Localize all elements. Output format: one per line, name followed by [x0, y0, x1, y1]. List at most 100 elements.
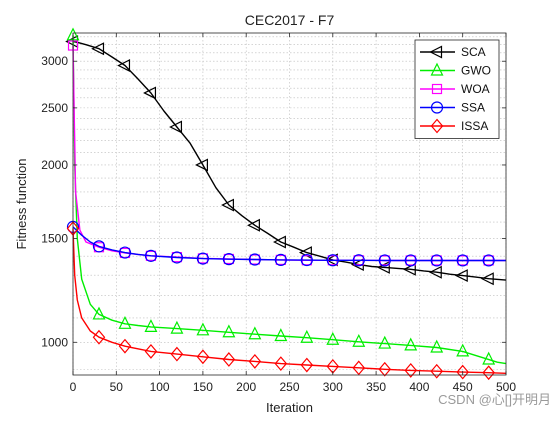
- x-tick-labels: 0 50 100 150 200 250 300 350 400 450 500: [70, 380, 517, 394]
- series-issa-line: [72, 228, 507, 374]
- x-tick-label: 500: [496, 380, 516, 394]
- series-gwo-line: [72, 35, 507, 365]
- series-gwo-marker: [430, 339, 444, 353]
- series-ssa-marker: [300, 253, 313, 267]
- series-ssa-marker: [248, 253, 261, 266]
- series-sca-marker: [221, 198, 234, 212]
- series-ssa-marker: [222, 253, 235, 266]
- legend-sca-marker: [429, 45, 443, 59]
- y-axis-label: Fitness function: [14, 158, 29, 249]
- series-gwo-marker: [404, 337, 418, 351]
- series-ssa-marker: [352, 254, 365, 267]
- series-sca-marker: [117, 59, 131, 73]
- x-tick-label: 100: [150, 380, 170, 394]
- series-sca-marker: [272, 235, 286, 249]
- series-sca-marker: [454, 269, 468, 283]
- series-sca-marker: [195, 158, 208, 172]
- x-tick-label: 400: [409, 380, 429, 394]
- series-issa-marker: [352, 360, 366, 376]
- chart-title: CEC2017 - F7: [245, 12, 335, 28]
- series-ssa-marker: [144, 249, 158, 262]
- series-issa-marker: [456, 364, 469, 380]
- legend-issa-marker: [430, 118, 444, 134]
- series-issa-marker: [378, 361, 392, 377]
- series-sca-marker: [143, 86, 157, 100]
- series-ssa-line: [72, 226, 506, 262]
- series-gwo-marker: [352, 333, 366, 347]
- y-tick-labels: 1000 1500 2000 2500 3000: [41, 54, 68, 349]
- y-tick-label: 1500: [41, 232, 68, 246]
- series-gwo-marker: [482, 351, 496, 365]
- tick-marks: [72, 33, 507, 375]
- series-ssa-marker: [482, 254, 495, 267]
- y-tick-label: 2000: [41, 158, 68, 172]
- series-ssa-marker: [118, 246, 132, 259]
- series-ssa-marker: [196, 252, 209, 265]
- series-ssa-marker: [170, 251, 184, 264]
- series-issa-marker: [300, 357, 314, 373]
- series-gwo-marker: [378, 335, 392, 349]
- series-gwo-marker: [170, 320, 184, 334]
- y-tick-label: 1000: [41, 335, 68, 349]
- x-tick-label: 300: [323, 380, 343, 394]
- series-gwo-marker: [326, 331, 340, 345]
- legend-issa-label: ISSA: [461, 119, 488, 133]
- series-sca-marker: [428, 265, 442, 279]
- series-gwo-marker: [456, 343, 470, 357]
- series-group: [65, 27, 507, 381]
- series-issa-marker: [92, 329, 106, 345]
- series-sca-line: [72, 40, 507, 281]
- legend-ssa-label: SSA: [461, 101, 485, 115]
- legend-gwo: GWO: [420, 62, 491, 78]
- series-gwo-marker: [196, 322, 210, 336]
- series-issa-marker: [482, 365, 495, 381]
- legend-gwo-label: GWO: [461, 64, 491, 78]
- x-tick-label: 150: [193, 380, 213, 394]
- series-issa-marker: [144, 343, 158, 359]
- x-axis-label: Iteration: [266, 400, 313, 415]
- legend-ssa: SSA: [420, 101, 485, 115]
- series-gwo: [66, 27, 507, 365]
- legend-woa-label: WOA: [461, 82, 490, 96]
- series-sca: [65, 35, 507, 286]
- series-sca-marker: [169, 120, 183, 134]
- legend-gwo-marker: [430, 62, 444, 76]
- legend-sca-label: SCA: [461, 45, 486, 59]
- series-gwo-marker: [92, 306, 106, 320]
- series-ssa-marker: [378, 254, 391, 267]
- series-ssa-marker: [456, 254, 469, 267]
- series-issa-marker: [118, 338, 132, 354]
- legend: SCA GWO WOA SSA ISSA: [414, 39, 500, 139]
- series-issa-marker: [248, 353, 262, 369]
- series-ssa-marker: [274, 253, 287, 266]
- series-ssa-marker: [404, 254, 417, 267]
- series-sca-marker: [91, 42, 105, 56]
- x-tick-label: 50: [110, 380, 124, 394]
- series-ssa-marker: [326, 254, 339, 267]
- legend-issa: ISSA: [420, 118, 488, 134]
- series-ssa-marker: [430, 254, 443, 267]
- y-tick-label: 2500: [41, 101, 68, 115]
- x-tick-label: 450: [453, 380, 473, 394]
- series-sca-marker: [247, 218, 260, 232]
- x-tick-label: 350: [366, 380, 386, 394]
- legend-woa-marker: [431, 83, 443, 95]
- legend-sca: SCA: [420, 45, 486, 59]
- series-issa: [66, 221, 507, 381]
- x-tick-label: 250: [279, 380, 299, 394]
- watermark-text: CSDN @心[]开明月: [438, 392, 551, 407]
- x-tick-label: 0: [70, 380, 77, 394]
- y-tick-label: 3000: [41, 54, 68, 68]
- series-gwo-marker: [300, 329, 314, 343]
- legend-ssa-marker: [430, 101, 444, 114]
- legend-woa: WOA: [420, 82, 490, 96]
- x-tick-label: 200: [236, 380, 256, 394]
- series-ssa-marker: [92, 240, 106, 253]
- series-gwo-marker: [118, 315, 132, 329]
- series-issa-marker: [404, 362, 418, 378]
- series-sca-marker: [480, 272, 494, 286]
- series-gwo-marker: [248, 326, 262, 340]
- series-issa-marker: [196, 349, 210, 365]
